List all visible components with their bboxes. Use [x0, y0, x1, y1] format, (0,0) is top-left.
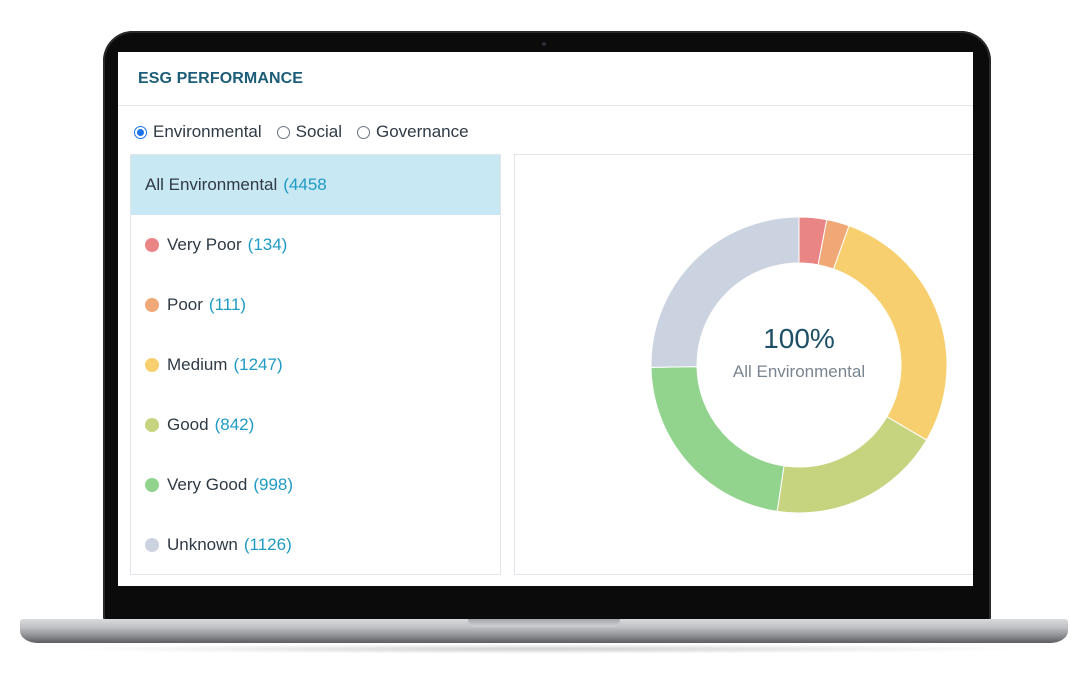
radio-label: Environmental: [153, 122, 262, 141]
list-item-all[interactable]: All Environmental (4458: [131, 155, 500, 215]
list-item-count: (1247): [233, 355, 283, 374]
list-item-count: (842): [214, 415, 255, 434]
radio-checked-icon[interactable]: [134, 125, 147, 139]
list-item-count: (4458: [283, 175, 327, 194]
legend-dot-icon: [145, 418, 159, 432]
list-item-count: (1126): [243, 535, 292, 554]
radio-social[interactable]: Social: [276, 122, 342, 142]
laptop-notch: [468, 619, 620, 627]
list-item-very-good[interactable]: Very Good (998): [131, 455, 500, 515]
donut-slice-unknown[interactable]: [650, 216, 800, 368]
list-item-poor[interactable]: Poor (111): [131, 275, 500, 335]
list-item-count: (111): [208, 295, 247, 314]
list-item-label: Medium: [167, 355, 228, 374]
donut-chart-panel: 100% All Environmental: [514, 154, 973, 575]
radio-unchecked-icon[interactable]: [276, 125, 290, 139]
list-item-label: Very Poor: [167, 235, 242, 254]
list-item-medium[interactable]: Medium (1247): [131, 335, 500, 395]
radio-unchecked-icon[interactable]: [356, 125, 370, 139]
list-item-label: Poor: [167, 295, 203, 314]
list-item-count: (134): [247, 235, 288, 254]
radio-label: Social: [295, 122, 342, 141]
radio-environmental[interactable]: Environmental: [134, 122, 262, 142]
chart-center-value: 100%: [763, 323, 835, 354]
legend-dot-icon: [145, 538, 159, 552]
legend-dot-icon: [145, 358, 159, 372]
panel-header: ESG PERFORMANCE: [118, 52, 973, 106]
list-item-count: (998): [253, 475, 294, 494]
list-item-good[interactable]: Good (842): [131, 395, 500, 455]
list-item-unknown[interactable]: Unknown (1126): [131, 515, 500, 575]
page-title: ESG PERFORMANCE: [138, 69, 304, 87]
legend-dot-icon: [145, 298, 159, 312]
donut-chart: [650, 216, 948, 514]
list-item-label: Good: [167, 415, 209, 434]
screen: ESG PERFORMANCE Environmental Social Gov…: [118, 52, 973, 586]
laptop-shadow: [60, 644, 1028, 654]
category-radio-group: Environmental Social Governance: [134, 122, 484, 142]
legend-dot-icon: [145, 478, 159, 492]
donut-slice-very-good[interactable]: [650, 366, 785, 512]
chart-center-label: All Environmental: [732, 362, 866, 381]
rating-list: All Environmental (4458 Very Poor (134) …: [130, 154, 501, 575]
legend-dot-icon: [145, 238, 159, 252]
radio-label: Governance: [375, 122, 469, 141]
camera-icon: [542, 42, 546, 46]
radio-governance[interactable]: Governance: [356, 122, 469, 142]
list-item-very-poor[interactable]: Very Poor (134): [131, 215, 500, 275]
donut-slice-good[interactable]: [776, 416, 928, 514]
list-item-label: Very Good: [167, 475, 248, 494]
list-item-label: Unknown: [167, 535, 238, 554]
list-item-label: All Environmental: [145, 175, 278, 194]
